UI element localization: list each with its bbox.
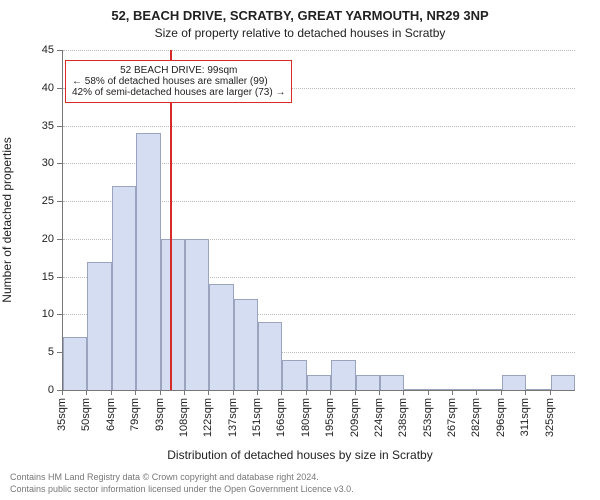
xtick-mark [62, 390, 63, 395]
ytick-mark [57, 201, 62, 202]
ytick-mark [57, 239, 62, 240]
ytick-label: 35 [32, 120, 54, 132]
xtick-label: 282sqm [470, 398, 482, 437]
histogram-bar [161, 239, 185, 390]
xtick-mark [160, 390, 161, 395]
histogram-bar [63, 337, 87, 390]
histogram-bar [551, 375, 575, 390]
ytick-mark [57, 352, 62, 353]
annotation-line: 52 BEACH DRIVE: 99sqm [72, 65, 285, 76]
ytick-mark [57, 88, 62, 89]
xtick-label: 180sqm [300, 398, 312, 437]
xtick-mark [330, 390, 331, 395]
xtick-label: 325sqm [544, 398, 556, 437]
xtick-label: 93sqm [154, 398, 166, 431]
xtick-label: 108sqm [178, 398, 190, 437]
xtick-mark [428, 390, 429, 395]
xtick-label: 267sqm [446, 398, 458, 437]
chart-container: 52, BEACH DRIVE, SCRATBY, GREAT YARMOUTH… [0, 0, 600, 500]
xtick-label: 35sqm [56, 398, 68, 431]
xtick-label: 151sqm [251, 398, 263, 437]
footer-line1: Contains HM Land Registry data © Crown c… [10, 472, 319, 482]
histogram-bar [307, 375, 331, 390]
ytick-mark [57, 163, 62, 164]
histogram-bar [209, 284, 233, 390]
ytick-label: 5 [32, 346, 54, 358]
histogram-bar [185, 239, 209, 390]
xtick-mark [355, 390, 356, 395]
histogram-bar [356, 375, 380, 390]
histogram-bar [331, 360, 355, 390]
ytick-label: 40 [32, 82, 54, 94]
xtick-label: 238sqm [397, 398, 409, 437]
xtick-label: 122sqm [202, 398, 214, 437]
ytick-label: 30 [32, 157, 54, 169]
ytick-mark [57, 277, 62, 278]
xtick-label: 137sqm [227, 398, 239, 437]
xtick-mark [111, 390, 112, 395]
x-axis-title: Distribution of detached houses by size … [0, 448, 600, 462]
xtick-mark [525, 390, 526, 395]
xtick-label: 79sqm [129, 398, 141, 431]
xtick-mark [86, 390, 87, 395]
footer-line2: Contains public sector information licen… [10, 484, 354, 494]
xtick-label: 64sqm [105, 398, 117, 431]
xtick-label: 195sqm [324, 398, 336, 437]
xtick-mark [135, 390, 136, 395]
ytick-mark [57, 314, 62, 315]
xtick-mark [550, 390, 551, 395]
xtick-mark [403, 390, 404, 395]
xtick-mark [452, 390, 453, 395]
annotation-line: 42% of semi-detached houses are larger (… [72, 87, 285, 98]
annotation-box: 52 BEACH DRIVE: 99sqm← 58% of detached h… [65, 60, 292, 103]
histogram-bar [380, 375, 404, 390]
xtick-label: 224sqm [373, 398, 385, 437]
plot-area: 52 BEACH DRIVE: 99sqm← 58% of detached h… [62, 50, 575, 391]
xtick-mark [281, 390, 282, 395]
xtick-mark [184, 390, 185, 395]
xtick-label: 50sqm [80, 398, 92, 431]
histogram-bar [429, 389, 453, 390]
histogram-bar [453, 389, 477, 390]
ytick-label: 20 [32, 233, 54, 245]
histogram-bar [234, 299, 258, 390]
xtick-mark [257, 390, 258, 395]
histogram-bar [404, 389, 428, 390]
xtick-label: 253sqm [422, 398, 434, 437]
gridline [63, 50, 575, 51]
annotation-line: ← 58% of detached houses are smaller (99… [72, 76, 285, 87]
histogram-bar [258, 322, 282, 390]
xtick-mark [501, 390, 502, 395]
histogram-bar [502, 375, 526, 390]
xtick-label: 209sqm [349, 398, 361, 437]
y-axis-title: Number of detached properties [0, 137, 14, 302]
histogram-bar [136, 133, 160, 390]
xtick-mark [208, 390, 209, 395]
histogram-bar [282, 360, 306, 390]
gridline [63, 126, 575, 127]
ytick-mark [57, 50, 62, 51]
xtick-mark [476, 390, 477, 395]
xtick-label: 296sqm [495, 398, 507, 437]
xtick-label: 311sqm [519, 398, 531, 436]
ytick-label: 10 [32, 308, 54, 320]
histogram-bar [87, 262, 111, 390]
xtick-mark [379, 390, 380, 395]
ytick-label: 25 [32, 195, 54, 207]
chart-title-line2: Size of property relative to detached ho… [0, 26, 600, 40]
ytick-label: 45 [32, 44, 54, 56]
xtick-label: 166sqm [275, 398, 287, 437]
xtick-mark [306, 390, 307, 395]
ytick-mark [57, 126, 62, 127]
ytick-label: 15 [32, 271, 54, 283]
histogram-bar [526, 389, 550, 390]
xtick-mark [233, 390, 234, 395]
ytick-label: 0 [32, 384, 54, 396]
histogram-bar [112, 186, 136, 390]
chart-title-line1: 52, BEACH DRIVE, SCRATBY, GREAT YARMOUTH… [0, 8, 600, 23]
histogram-bar [477, 389, 501, 390]
